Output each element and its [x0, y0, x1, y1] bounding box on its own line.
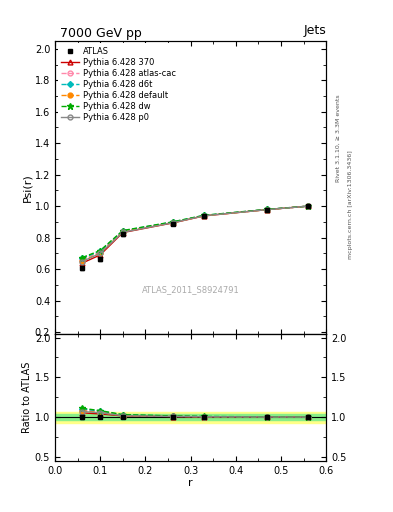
- Y-axis label: Psi(r): Psi(r): [22, 173, 32, 202]
- Text: 7000 GeV pp: 7000 GeV pp: [61, 27, 142, 40]
- Text: Rivet 3.1.10, ≥ 3.3M events: Rivet 3.1.10, ≥ 3.3M events: [336, 94, 341, 182]
- Y-axis label: Ratio to ATLAS: Ratio to ATLAS: [22, 361, 32, 433]
- Bar: [55, 412, 326, 422]
- Text: ATLAS_2011_S8924791: ATLAS_2011_S8924791: [142, 285, 239, 294]
- Text: Jets: Jets: [303, 24, 326, 36]
- X-axis label: r: r: [188, 478, 193, 488]
- Text: mcplots.cern.ch [arXiv:1306.3436]: mcplots.cern.ch [arXiv:1306.3436]: [348, 151, 353, 259]
- Legend: ATLAS, Pythia 6.428 370, Pythia 6.428 atlas-cac, Pythia 6.428 d6t, Pythia 6.428 : ATLAS, Pythia 6.428 370, Pythia 6.428 at…: [57, 44, 179, 125]
- Bar: [55, 414, 326, 420]
